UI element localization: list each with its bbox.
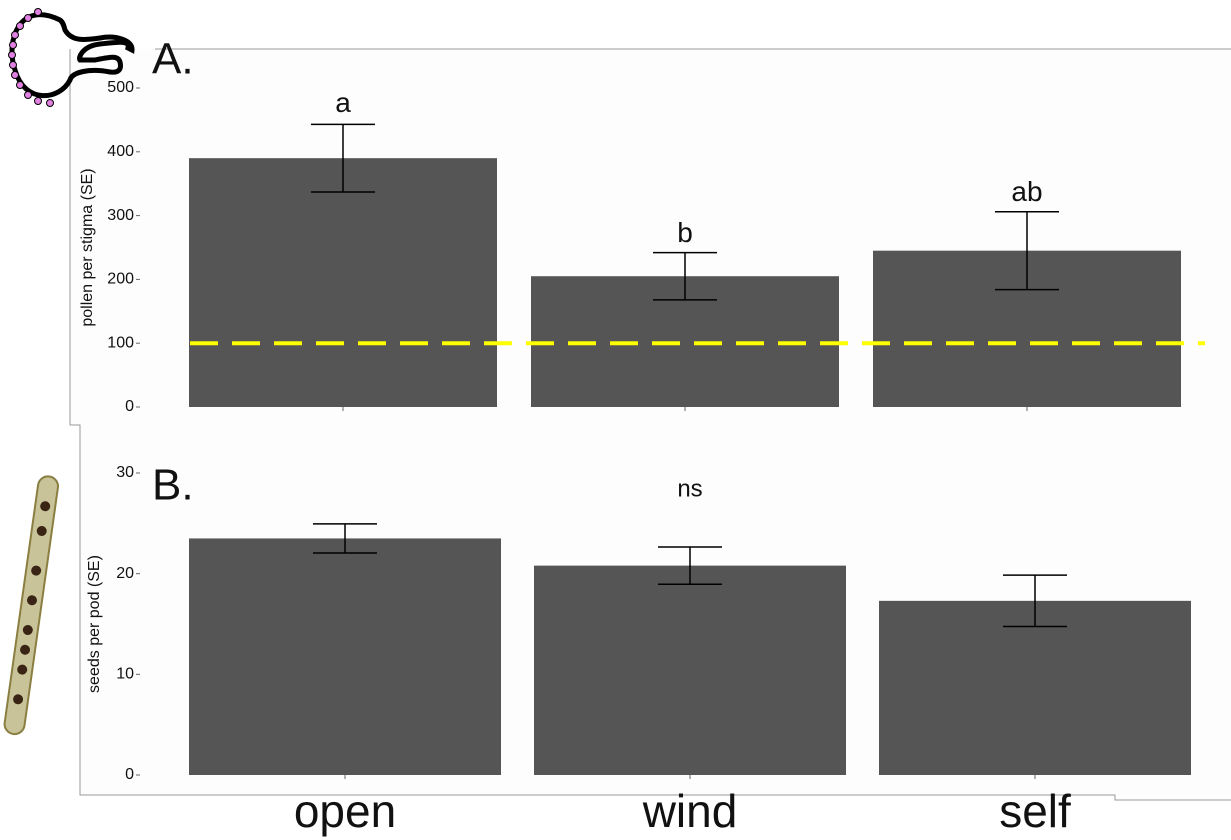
error-bar <box>1003 574 1067 628</box>
significance-label: b <box>677 217 693 248</box>
x-tick-label: open <box>294 785 396 837</box>
x-tick-label: self <box>999 785 1071 837</box>
error-bar <box>658 546 722 585</box>
y-axis-label: seeds per pod (SE) <box>86 555 103 693</box>
panel-label: A. <box>152 35 194 84</box>
bar <box>189 538 501 775</box>
y-tick-label: 300 <box>107 207 134 224</box>
bar <box>879 600 1191 775</box>
error-bar <box>311 123 375 193</box>
y-tick-label: 30 <box>116 464 134 481</box>
y-tick-label: 200 <box>107 271 134 288</box>
error-bar <box>313 523 377 554</box>
seed-pod-icon <box>3 475 59 736</box>
y-tick-label: 0 <box>125 766 134 783</box>
significance-label: ab <box>1011 176 1042 207</box>
stigma-icon <box>8 8 135 107</box>
y-tick-label: 10 <box>116 666 134 683</box>
panel-label: B. <box>152 461 194 510</box>
y-tick-label: 0 <box>125 398 134 415</box>
significance-label: a <box>335 87 351 118</box>
bar <box>534 565 846 775</box>
bar <box>189 158 497 407</box>
error-bar <box>995 211 1059 291</box>
y-tick-label: 20 <box>116 565 134 582</box>
y-tick-label: 100 <box>107 334 134 351</box>
panel-frame <box>69 48 1231 801</box>
y-tick-label: 500 <box>107 79 134 96</box>
error-bar <box>653 251 717 301</box>
y-tick-label: 400 <box>107 143 134 160</box>
y-axis-label: pollen per stigma (SE) <box>79 168 96 326</box>
x-tick-label: wind <box>642 785 738 837</box>
significance-label: ns <box>677 475 702 502</box>
